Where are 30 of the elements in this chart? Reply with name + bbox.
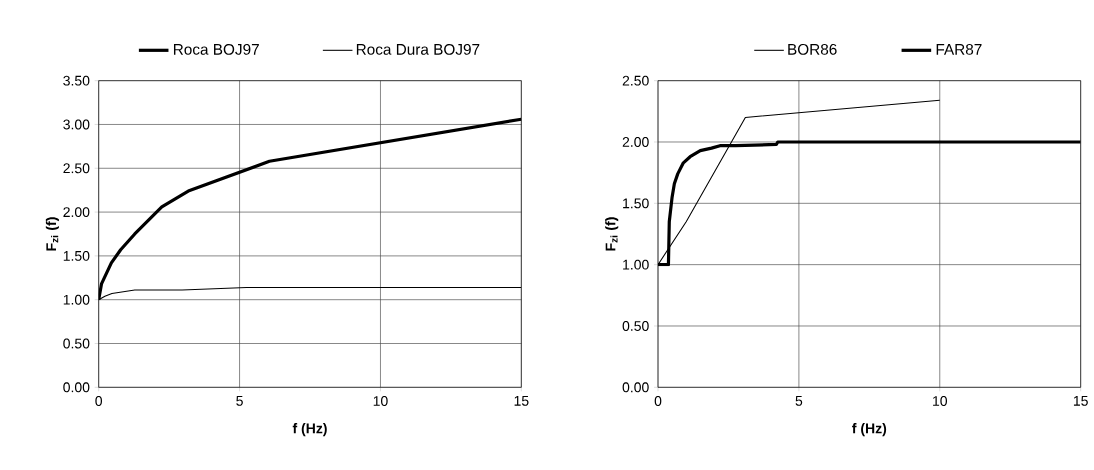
legend-label: Roca Dura BOJ97	[356, 43, 480, 55]
y-tick-label: 2.00	[622, 137, 649, 147]
x-tick-label: 10	[373, 396, 388, 406]
y-tick-label: 2.00	[63, 207, 90, 218]
x-tick-label: 15	[514, 396, 529, 406]
y-tick-label: 2.50	[622, 75, 649, 86]
y-tick-label: 2.50	[63, 163, 90, 174]
x-tick-label: 5	[236, 396, 243, 406]
y-axis-title: F$_{zi}$ (f)	[605, 217, 619, 251]
y-tick-label: 0.50	[622, 321, 649, 331]
x-tick-label: 0	[95, 396, 103, 406]
y-tick-label: 1.00	[63, 294, 90, 305]
y-tick-label: 1.50	[623, 198, 649, 209]
y-tick-label: 0.00	[63, 382, 90, 393]
y-axis-title: F$_{zi}$ (f)	[45, 217, 59, 251]
x-tick-label: 5	[795, 396, 803, 406]
legend-label: Roca BOJ97	[173, 43, 259, 55]
y-tick-label: 0.50	[63, 338, 90, 349]
x-axis-title: f (Hz)	[292, 423, 327, 437]
x-tick-label: 15	[1073, 396, 1088, 406]
y-tick-label: 0.00	[622, 382, 649, 393]
legend-label: FAR87	[936, 43, 982, 55]
legend-label: BOR86	[788, 43, 837, 55]
y-tick-label: 1.00	[623, 259, 649, 270]
x-tick-label: 10	[933, 396, 948, 406]
y-tick-label: 1.50	[63, 250, 90, 261]
y-tick-label: 3.00	[63, 119, 90, 130]
x-tick-label: 0	[654, 396, 662, 406]
x-axis-title: f (Hz)	[852, 423, 887, 437]
y-tick-label: 3.50	[63, 75, 90, 86]
